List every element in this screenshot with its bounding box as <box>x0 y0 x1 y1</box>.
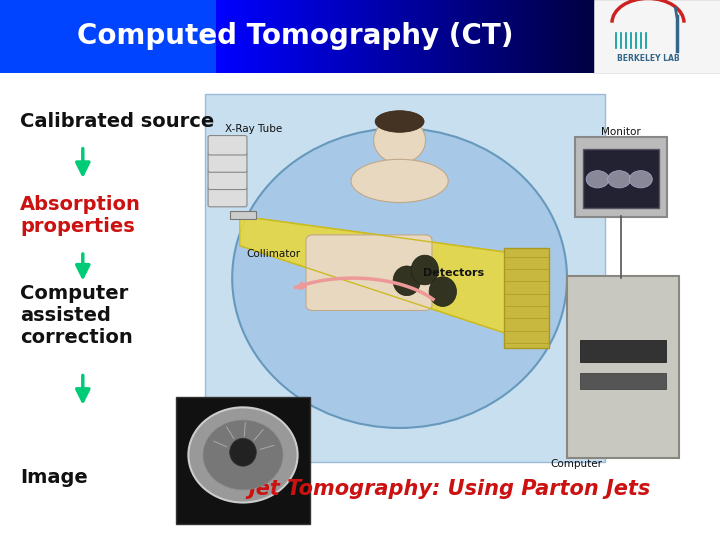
FancyBboxPatch shape <box>567 276 679 458</box>
FancyBboxPatch shape <box>333 0 338 73</box>
FancyBboxPatch shape <box>216 0 221 73</box>
FancyBboxPatch shape <box>379 0 384 73</box>
FancyBboxPatch shape <box>462 0 467 73</box>
Ellipse shape <box>189 407 297 503</box>
FancyBboxPatch shape <box>530 0 535 73</box>
FancyBboxPatch shape <box>405 0 410 73</box>
FancyBboxPatch shape <box>575 137 667 217</box>
FancyBboxPatch shape <box>0 0 216 73</box>
Text: X-Ray Tube: X-Ray Tube <box>225 124 282 133</box>
FancyBboxPatch shape <box>594 0 720 73</box>
FancyBboxPatch shape <box>545 0 550 73</box>
FancyBboxPatch shape <box>230 211 256 219</box>
Ellipse shape <box>429 276 456 307</box>
Ellipse shape <box>203 420 283 490</box>
FancyBboxPatch shape <box>567 0 573 73</box>
FancyBboxPatch shape <box>330 0 335 73</box>
FancyBboxPatch shape <box>284 0 289 73</box>
FancyBboxPatch shape <box>473 0 478 73</box>
FancyBboxPatch shape <box>382 0 387 73</box>
FancyBboxPatch shape <box>492 0 498 73</box>
FancyBboxPatch shape <box>276 0 282 73</box>
FancyBboxPatch shape <box>390 0 395 73</box>
Text: Computed Tomography (CT): Computed Tomography (CT) <box>77 23 513 50</box>
FancyBboxPatch shape <box>420 0 426 73</box>
FancyBboxPatch shape <box>265 0 271 73</box>
FancyBboxPatch shape <box>280 0 285 73</box>
FancyBboxPatch shape <box>322 0 327 73</box>
Circle shape <box>586 171 609 188</box>
FancyBboxPatch shape <box>235 0 240 73</box>
FancyBboxPatch shape <box>488 0 493 73</box>
FancyBboxPatch shape <box>397 0 402 73</box>
FancyBboxPatch shape <box>580 373 666 389</box>
FancyBboxPatch shape <box>515 0 520 73</box>
FancyBboxPatch shape <box>356 0 361 73</box>
FancyBboxPatch shape <box>371 0 376 73</box>
FancyBboxPatch shape <box>208 187 247 207</box>
FancyBboxPatch shape <box>537 0 543 73</box>
Ellipse shape <box>411 255 438 285</box>
FancyBboxPatch shape <box>572 0 577 73</box>
FancyBboxPatch shape <box>552 0 557 73</box>
FancyBboxPatch shape <box>541 0 546 73</box>
FancyBboxPatch shape <box>583 148 659 208</box>
FancyBboxPatch shape <box>352 0 357 73</box>
FancyBboxPatch shape <box>580 340 666 362</box>
FancyBboxPatch shape <box>364 0 369 73</box>
FancyBboxPatch shape <box>231 0 236 73</box>
FancyBboxPatch shape <box>246 0 251 73</box>
FancyBboxPatch shape <box>367 0 372 73</box>
FancyBboxPatch shape <box>253 0 259 73</box>
FancyBboxPatch shape <box>243 0 248 73</box>
FancyBboxPatch shape <box>288 0 293 73</box>
FancyBboxPatch shape <box>295 0 301 73</box>
Circle shape <box>608 171 631 188</box>
FancyBboxPatch shape <box>205 94 605 462</box>
FancyBboxPatch shape <box>582 0 588 73</box>
FancyBboxPatch shape <box>416 0 422 73</box>
FancyBboxPatch shape <box>534 0 539 73</box>
FancyBboxPatch shape <box>314 0 320 73</box>
FancyBboxPatch shape <box>469 0 474 73</box>
FancyBboxPatch shape <box>360 0 365 73</box>
FancyBboxPatch shape <box>507 0 513 73</box>
FancyBboxPatch shape <box>318 0 323 73</box>
FancyBboxPatch shape <box>300 0 305 73</box>
FancyBboxPatch shape <box>481 0 486 73</box>
Text: Computer: Computer <box>550 460 602 469</box>
Text: BERKELEY LAB: BERKELEY LAB <box>617 54 679 63</box>
FancyBboxPatch shape <box>451 0 456 73</box>
Text: Jet Tomography: Using Parton Jets: Jet Tomography: Using Parton Jets <box>249 478 651 499</box>
FancyBboxPatch shape <box>261 0 266 73</box>
FancyBboxPatch shape <box>307 0 312 73</box>
FancyBboxPatch shape <box>223 0 229 73</box>
FancyBboxPatch shape <box>306 235 432 310</box>
FancyBboxPatch shape <box>176 397 310 524</box>
FancyBboxPatch shape <box>556 0 562 73</box>
FancyBboxPatch shape <box>428 0 433 73</box>
FancyBboxPatch shape <box>454 0 459 73</box>
FancyBboxPatch shape <box>549 0 554 73</box>
FancyBboxPatch shape <box>435 0 441 73</box>
FancyBboxPatch shape <box>431 0 436 73</box>
FancyBboxPatch shape <box>208 170 247 190</box>
FancyBboxPatch shape <box>250 0 255 73</box>
Circle shape <box>629 171 652 188</box>
FancyBboxPatch shape <box>394 0 399 73</box>
Ellipse shape <box>393 266 420 296</box>
FancyBboxPatch shape <box>500 0 505 73</box>
FancyBboxPatch shape <box>511 0 516 73</box>
FancyBboxPatch shape <box>374 0 380 73</box>
Polygon shape <box>240 216 518 338</box>
FancyBboxPatch shape <box>348 0 354 73</box>
FancyBboxPatch shape <box>587 0 592 73</box>
FancyBboxPatch shape <box>325 0 331 73</box>
Ellipse shape <box>230 438 256 466</box>
Text: Monitor: Monitor <box>600 127 641 137</box>
Ellipse shape <box>351 159 448 202</box>
FancyBboxPatch shape <box>239 0 244 73</box>
Text: Calibrated source: Calibrated source <box>20 112 215 131</box>
FancyBboxPatch shape <box>337 0 342 73</box>
